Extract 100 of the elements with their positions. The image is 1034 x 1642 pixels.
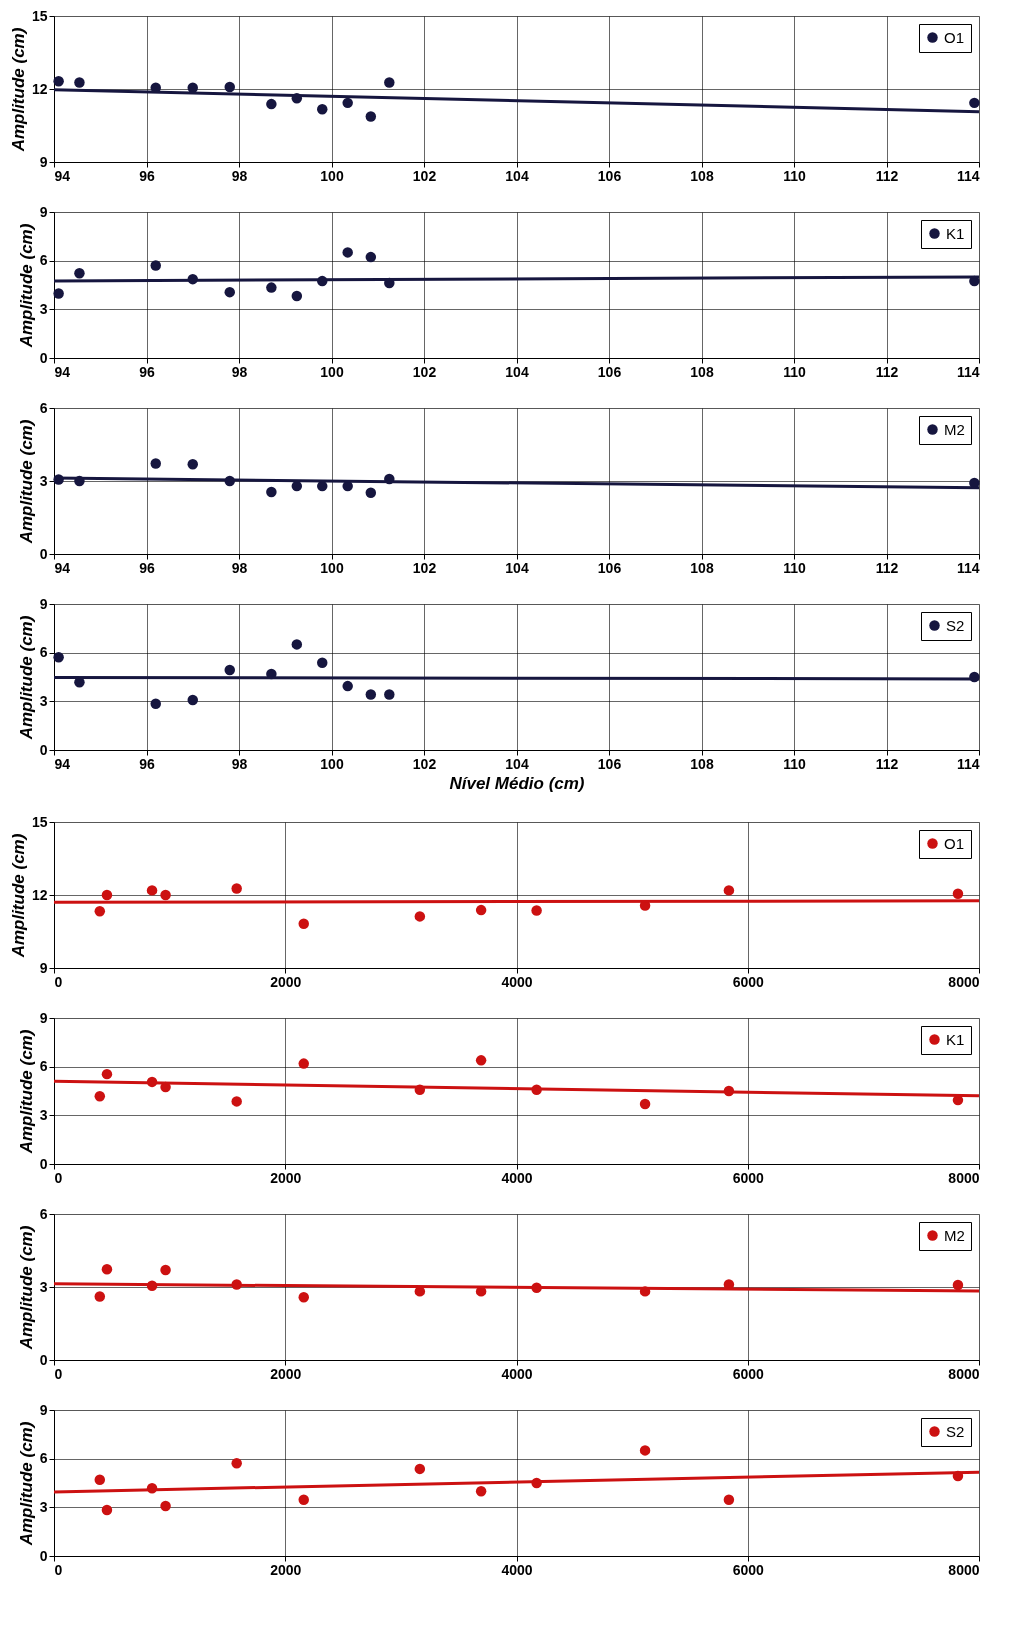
point <box>266 282 277 293</box>
point <box>365 111 377 122</box>
point <box>342 247 353 258</box>
y-tick-label: 6 <box>39 1205 48 1222</box>
legend-label: M2 <box>944 420 965 438</box>
x-tick-label: 106 <box>597 559 622 576</box>
point <box>291 290 303 302</box>
x-tick-label: 8000 <box>948 973 980 990</box>
y-axis-title: Amplitude (cm) <box>8 833 28 959</box>
y-axis-title: Amplitude (cm) <box>8 27 28 153</box>
point <box>298 1494 309 1505</box>
y-tick-label: 15 <box>31 7 48 24</box>
point <box>150 698 161 709</box>
point <box>342 97 353 109</box>
point <box>317 103 328 115</box>
y-tick-label: 0 <box>39 1547 48 1564</box>
point <box>187 694 198 706</box>
x-tick-label: 4000 <box>501 1169 533 1186</box>
point <box>160 889 171 901</box>
x-tick-label: 110 <box>783 755 806 772</box>
x-tick-label: 104 <box>505 755 529 772</box>
y-tick-label: 12 <box>31 886 48 903</box>
point <box>231 1096 242 1107</box>
point <box>231 1457 242 1469</box>
x-tick-label: 108 <box>690 559 714 576</box>
x-tick-label: 6000 <box>732 973 765 990</box>
x-tick-label: 2000 <box>270 1365 302 1382</box>
point <box>224 286 235 298</box>
y-tick-label: 3 <box>39 1498 48 1515</box>
x-axis-title: Nível Médio (cm) <box>449 773 585 793</box>
y-tick-label: 3 <box>39 300 48 317</box>
x-tick-label: 100 <box>320 167 344 184</box>
x-tick-label: 0 <box>54 1561 63 1578</box>
point <box>475 1486 487 1497</box>
point <box>266 486 277 498</box>
point <box>94 1090 106 1102</box>
x-tick-label: 6000 <box>732 1365 765 1382</box>
point <box>53 75 64 87</box>
point <box>74 268 85 279</box>
point <box>298 1058 309 1069</box>
point <box>317 657 328 668</box>
point <box>639 1098 651 1110</box>
x-tick-label: 2000 <box>270 1561 302 1578</box>
x-tick-label: 6000 <box>732 1169 765 1186</box>
x-tick-label: 0 <box>54 1365 63 1382</box>
x-tick-label: 4000 <box>501 1561 533 1578</box>
legend-label: S2 <box>946 616 965 634</box>
x-tick-label: 2000 <box>270 973 302 990</box>
y-tick-label: 9 <box>39 959 48 976</box>
x-tick-label: 100 <box>320 755 344 772</box>
point <box>365 487 377 498</box>
point <box>101 1264 113 1275</box>
legend-label: K1 <box>946 1030 965 1048</box>
legend-label: O1 <box>944 28 965 46</box>
x-tick-label: 104 <box>505 559 529 576</box>
y-tick-label: 6 <box>39 644 48 661</box>
x-tick-label: 102 <box>412 755 437 772</box>
point <box>475 1055 487 1066</box>
point <box>146 885 158 896</box>
x-tick-label: 96 <box>139 755 155 772</box>
point <box>639 1445 651 1456</box>
point <box>53 288 64 299</box>
x-tick-label: 100 <box>320 559 344 576</box>
x-tick-label: 104 <box>505 363 529 380</box>
y-axis-title: Amplitude (cm) <box>16 419 36 545</box>
point <box>160 1500 171 1512</box>
y-tick-label: 15 <box>31 813 48 830</box>
x-tick-label: 98 <box>231 755 248 772</box>
y-tick-label: 6 <box>39 399 48 416</box>
x-tick-label: 0 <box>54 1169 63 1186</box>
x-tick-label: 114 <box>956 559 980 576</box>
y-tick-label: 3 <box>39 472 48 489</box>
point <box>160 1264 171 1276</box>
y-tick-label: 9 <box>39 203 48 220</box>
point <box>150 260 161 271</box>
point <box>94 1291 106 1302</box>
x-tick-label: 100 <box>320 363 344 380</box>
y-tick-label: 9 <box>39 153 48 170</box>
point <box>101 1068 113 1080</box>
y-tick-label: 0 <box>39 349 48 366</box>
point <box>291 639 303 650</box>
y-tick-label: 9 <box>39 1009 48 1026</box>
y-tick-label: 0 <box>39 741 48 758</box>
x-tick-label: 4000 <box>501 973 533 990</box>
x-tick-label: 114 <box>956 167 980 184</box>
x-tick-label: 8000 <box>948 1365 980 1382</box>
x-tick-label: 98 <box>231 167 248 184</box>
point <box>969 97 980 109</box>
y-tick-label: 0 <box>39 1351 48 1368</box>
y-axis-title: Amplitude (cm) <box>16 615 36 741</box>
x-tick-label: 8000 <box>948 1169 980 1186</box>
y-tick-label: 9 <box>39 1401 48 1418</box>
point <box>298 1291 309 1303</box>
point <box>365 689 377 700</box>
point <box>952 888 964 900</box>
x-tick-label: 114 <box>956 363 980 380</box>
x-tick-label: 112 <box>875 755 899 772</box>
x-tick-label: 104 <box>505 167 529 184</box>
point <box>414 911 426 922</box>
x-tick-label: 0 <box>54 973 63 990</box>
